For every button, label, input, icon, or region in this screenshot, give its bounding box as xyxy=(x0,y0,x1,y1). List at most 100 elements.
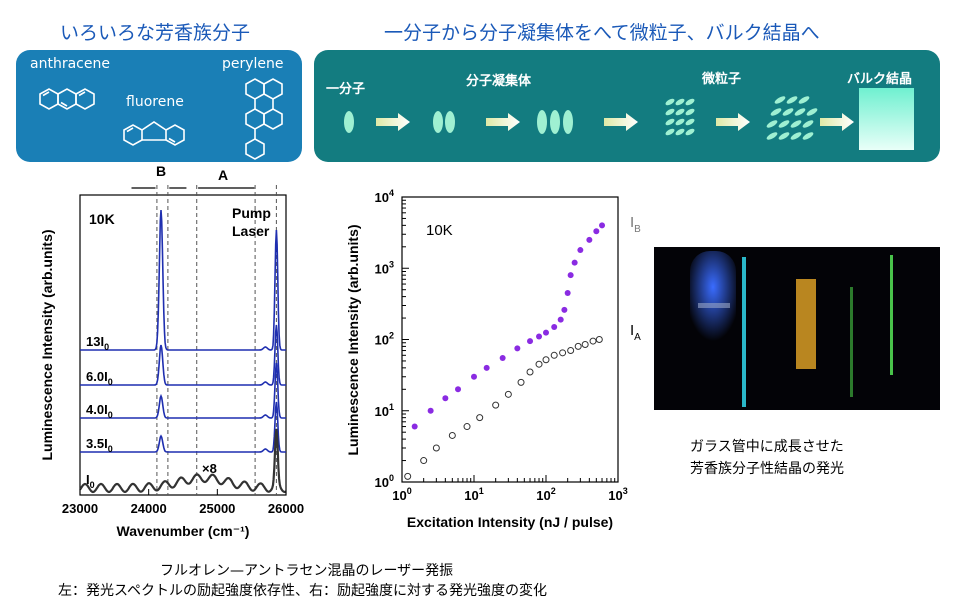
spectrum-curve xyxy=(79,428,287,494)
spectrum-series-label: I0 xyxy=(86,472,95,490)
figure-caption-line2: 左：発光スペクトルの励起強度依存性、右：励起強度に対する発光強度の変化 xyxy=(58,583,548,599)
series-ia-point xyxy=(517,378,525,386)
spectrum-x-tick-label: 23000 xyxy=(62,501,98,516)
spectrum-curves xyxy=(79,209,287,494)
series-ia-point xyxy=(535,360,543,368)
spectrum-series-label: 13I0 xyxy=(86,334,109,352)
series-ia-point xyxy=(542,356,550,364)
series-ib-point xyxy=(411,423,418,430)
stage-arrows xyxy=(376,113,854,131)
intensity-x-axis-label: Excitation Intensity (nJ / pulse) xyxy=(407,514,613,530)
perylene-label: perylene xyxy=(222,56,284,72)
series-ib-point xyxy=(455,386,462,393)
stages-panel: 一分子 分子凝集体 微粒子 バルク結晶 xyxy=(314,50,940,162)
series-ib-point xyxy=(571,259,578,266)
intensity-y-tick-label: 104 xyxy=(375,188,394,205)
spectrum-x-axis-label: Wavenumber (cm⁻¹) xyxy=(117,523,250,539)
crystal-photo-illustration xyxy=(690,251,893,407)
crystal-lattice xyxy=(766,96,818,140)
crystal-photo xyxy=(654,247,940,410)
series-ia-point xyxy=(448,431,456,439)
intensity-x-tick-label: 103 xyxy=(608,486,627,503)
series-ia-points xyxy=(404,336,603,480)
spectrum-series-label: 4.0I0 xyxy=(86,402,113,420)
laser-label: Laser xyxy=(232,223,270,239)
series-ib-point xyxy=(427,407,434,414)
series-ia-point xyxy=(559,349,567,357)
spectrum-plot-frame xyxy=(79,194,287,496)
series-ib-point xyxy=(599,222,606,229)
fluorene-structure xyxy=(123,121,185,146)
series-ib-point xyxy=(442,395,449,402)
molecules-panel: anthracene fluorene perylene xyxy=(16,50,302,162)
heading-molecule-to-crystal: 一分子から分子凝集体をへて微粒子、バルク結晶へ xyxy=(384,22,820,44)
series-ia-point xyxy=(574,342,582,350)
series-ia-label: IA xyxy=(630,322,641,343)
pump-label: Pump xyxy=(232,205,271,221)
anthracene-structure xyxy=(39,88,95,110)
series-ib-point xyxy=(586,236,593,243)
spectrum-curve xyxy=(80,209,286,351)
series-ib-point xyxy=(561,306,568,313)
stage-single-molecule: 一分子 xyxy=(326,82,366,97)
series-ia-point xyxy=(567,347,575,355)
stage-microparticle: 微粒子 xyxy=(702,72,742,87)
bulk-crystal-block xyxy=(859,88,914,150)
series-ia-point xyxy=(550,351,558,359)
series-ia-point xyxy=(595,336,603,343)
series-ia-point xyxy=(404,472,412,480)
series-ia-point xyxy=(492,401,500,409)
spectrum-chart: 13I0 6.0I0 4.0I0 3.5I0 I0 23000 24000 25000 260… xyxy=(39,163,304,539)
region-b-label: B xyxy=(156,163,166,179)
series-ib-point xyxy=(514,345,521,352)
intensity-y-axis-label: Luminescence Intensity (arb.units) xyxy=(345,224,361,455)
series-ib-points xyxy=(411,222,606,430)
series-ib-point xyxy=(536,333,543,340)
spectrum-x-tick-label: 24000 xyxy=(131,501,167,516)
series-ib-point xyxy=(543,329,549,336)
spectrum-temperature-label: 10K xyxy=(89,211,115,227)
intensity-x-tick-label: 101 xyxy=(464,486,483,503)
series-ia-point xyxy=(463,423,471,431)
intensity-plot-frame xyxy=(401,196,619,483)
intensity-y-tick-label: 102 xyxy=(375,331,394,348)
photo-caption-line2: 芳香族分子性結晶の発光 xyxy=(690,461,844,477)
stage-bulk-crystal: バルク結晶 xyxy=(847,72,913,87)
intensity-y-tick-label: 103 xyxy=(375,259,394,276)
spectrum-y-axis-label: Luminescence Intensity (arb.units) xyxy=(39,229,55,460)
intensity-temperature-label: 10K xyxy=(426,222,453,239)
spectrum-curve xyxy=(80,362,286,419)
series-ib-label: IB xyxy=(630,214,641,235)
intensity-axis-ticks: 100 101 102 103 100 101 102 103 104 xyxy=(375,188,628,503)
figure-caption-line1: フルオレン—アントラセン混晶のレーザー発振 xyxy=(160,563,454,579)
series-ia-point xyxy=(420,457,428,465)
microparticle-cluster xyxy=(665,98,695,136)
spectrum-curve xyxy=(80,324,286,386)
intensity-x-tick-label: 100 xyxy=(392,486,411,503)
series-ia-point xyxy=(589,337,597,345)
series-ib-point xyxy=(483,364,490,371)
spectrum-x-tick-label: 25000 xyxy=(199,501,235,516)
series-ib-point xyxy=(471,373,477,380)
molecule-ellipses xyxy=(344,110,573,134)
intensity-y-tick-label: 101 xyxy=(375,402,394,419)
spectrum-series-labels: 13I0 6.0I0 4.0I0 3.5I0 I0 xyxy=(86,334,113,490)
fluorene-label: fluorene xyxy=(126,94,184,110)
molecule-structures xyxy=(39,78,283,160)
intensity-x-tick-label: 102 xyxy=(536,486,555,503)
spectrum-series-label: 6.0I0 xyxy=(86,369,113,387)
series-ib-point xyxy=(499,354,506,361)
intensity-chart: 100 101 102 103 100 101 102 103 104 10K IB IA Ex… xyxy=(345,188,641,530)
region-a-label: A xyxy=(218,167,228,183)
series-ia-point xyxy=(476,414,484,422)
series-ib-point xyxy=(551,323,558,330)
series-ia-point xyxy=(432,444,440,452)
series-ia-point xyxy=(581,341,589,349)
anthracene-label: anthracene xyxy=(30,56,110,72)
series-ib-point xyxy=(557,316,564,323)
series-ib-point xyxy=(564,289,571,296)
scale-note: ×8 xyxy=(202,461,217,476)
intensity-y-tick-label: 100 xyxy=(375,473,394,490)
spectrum-series-label: 3.5I0 xyxy=(86,436,113,454)
perylene-structure xyxy=(245,78,283,160)
